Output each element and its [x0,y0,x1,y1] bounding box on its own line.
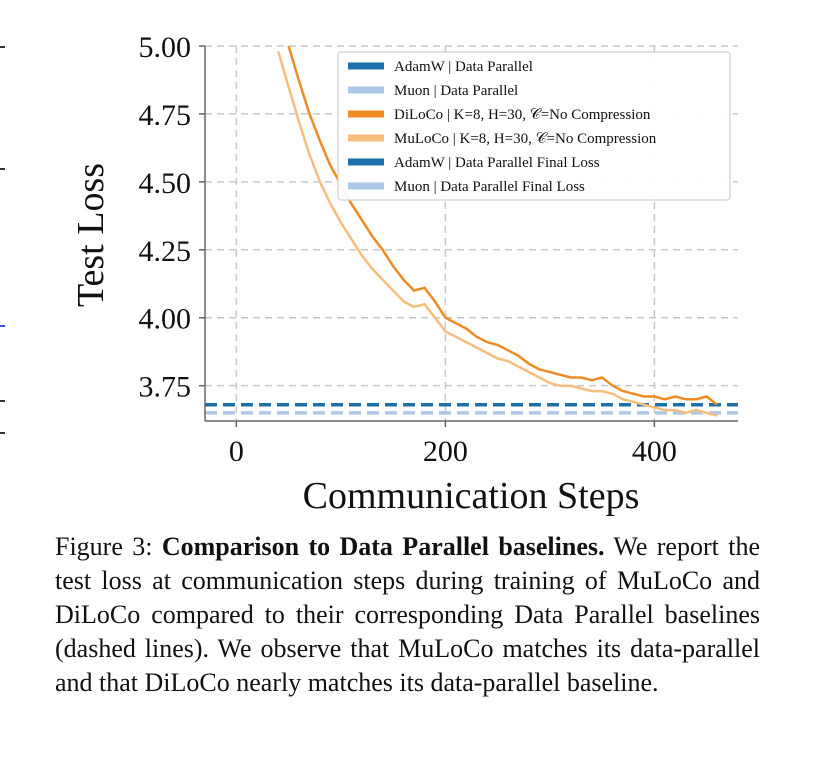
legend-swatch [348,86,384,94]
x-axis-label: Communication Steps [303,475,640,517]
series-lines [277,46,718,417]
y-tick-label: 4.75 [139,99,192,132]
caption-label: Figure 3: [55,532,153,561]
y-tick-label: 4.25 [139,235,192,268]
caption-text: We report the test loss at communication… [55,532,760,697]
series-line [287,46,718,406]
legend-box [337,51,731,201]
legend-swatch [348,158,384,166]
legend-swatch [348,182,384,190]
caption-title: Comparison to Data Parallel baselines. [161,532,605,561]
y-tick-label: 4.00 [139,303,192,336]
y-tick-label: 4.50 [139,167,192,200]
legend-label: AdamW | Data Parallel Final Loss [394,155,600,171]
margin-mark [0,46,5,48]
margin-mark [0,168,5,170]
legend-label: MuLoCo | K=8, H=30, 𝒞=No Compression [394,131,657,147]
legend-swatch [348,134,384,142]
margin-mark [0,325,5,327]
legend-label: Muon | Data Parallel [394,83,518,99]
series-line [277,51,718,417]
y-tick-label: 3.75 [139,371,192,404]
legend-label: DiLoCo | K=8, H=30, 𝒞=No Compression [394,107,651,123]
x-tick-label: 200 [423,435,468,468]
x-tick-label: 400 [632,435,677,468]
legend-swatch [348,62,384,70]
tick-labels: 3.75 4.00 4.25 4.50 4.75 5.00 0 200 400 [139,31,677,468]
legend-swatch [348,110,384,118]
margin-mark [0,432,5,434]
legend-label: Muon | Data Parallel Final Loss [394,179,585,195]
legend: AdamW | Data Parallel Muon | Data Paralle… [337,51,731,201]
y-tick-label: 5.00 [139,31,192,64]
axes [204,46,738,422]
y-axis-label: Test Loss [70,163,112,307]
legend-label: AdamW | Data Parallel [394,59,533,75]
figure-caption: Figure 3: Comparison to Data Parallel ba… [55,530,760,700]
chart: 3.75 4.00 4.25 4.50 4.75 5.00 0 200 400 Test Los… [70,31,738,517]
margin-mark [0,400,5,402]
x-tick-label: 0 [229,435,244,468]
